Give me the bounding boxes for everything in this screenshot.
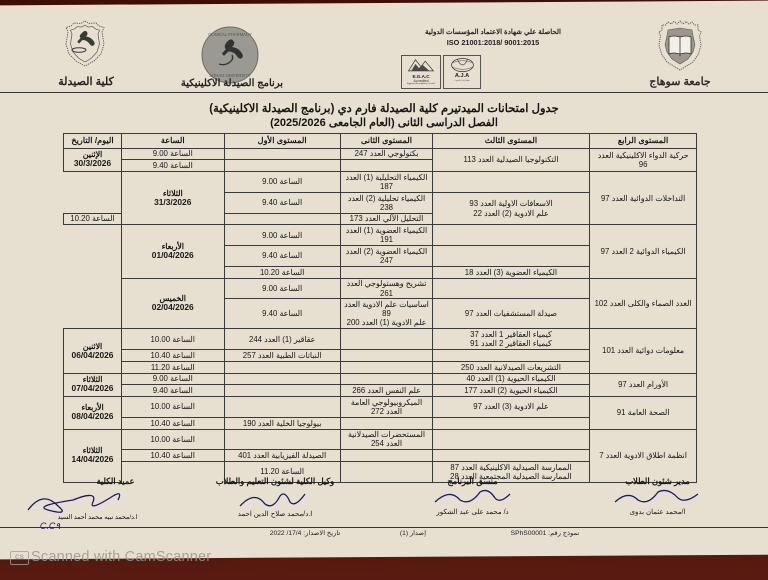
svg-text:CLINICAL PHARMACY: CLINICAL PHARMACY: [208, 32, 252, 37]
